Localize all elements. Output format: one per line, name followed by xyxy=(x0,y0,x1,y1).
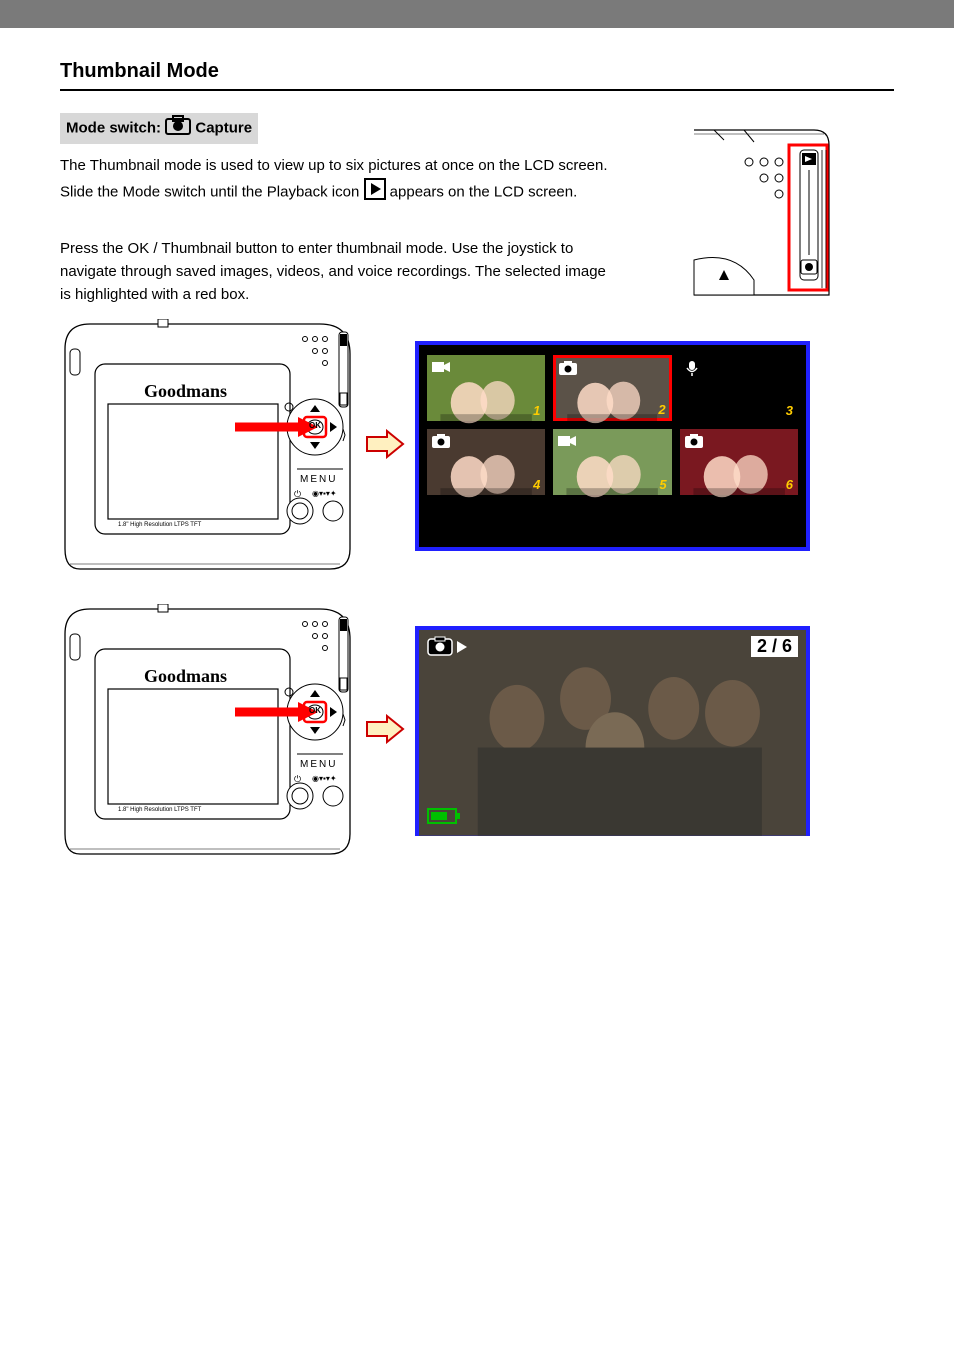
thumbnail-cell: 1 xyxy=(427,355,545,421)
fullscreen-playback: 2 / 6 xyxy=(415,626,810,836)
capture-camera-icon xyxy=(165,115,191,142)
ok-label: OK xyxy=(309,421,321,430)
result-arrow-icon xyxy=(365,429,405,464)
menu-label: MENU xyxy=(300,474,337,485)
thumbnail-screen: 12 3 456 xyxy=(415,341,810,551)
mode-switch-diagram xyxy=(684,120,834,300)
thumbnail-cell: 5 xyxy=(553,429,671,495)
fullscreen-photo-placeholder xyxy=(419,630,806,836)
thumbnail-cell: 6 xyxy=(680,429,798,495)
mode-prefix: Mode switch: xyxy=(66,120,161,137)
camera-back-diagram-2: Goodmans 1.8" High Resolution LTPS TFT O… xyxy=(60,604,355,859)
thumbnail-cell: 2 xyxy=(553,355,671,421)
thumbnail-cell: 4 xyxy=(427,429,545,495)
paragraph-2: Press the OK / Thumbnail button to enter… xyxy=(60,237,620,307)
diagram-row-1: Goodmans 1.8" High Resolution LTPS TFT O… xyxy=(60,319,894,574)
page-title: Thumbnail Mode xyxy=(60,60,894,83)
playback-mode-icon xyxy=(427,636,471,663)
image-counter: 2 / 6 xyxy=(751,636,798,657)
diagram-row-2: Goodmans 1.8" High Resolution LTPS TFT O… xyxy=(60,604,894,859)
battery-icon xyxy=(427,808,457,824)
ok-label: OK xyxy=(309,706,321,715)
thumb-number: 3 xyxy=(786,403,793,418)
paragraph-1: The Thumbnail mode is used to view up to… xyxy=(60,154,620,207)
lcd-spec: 1.8" High Resolution LTPS TFT xyxy=(118,522,201,528)
header-bar xyxy=(0,0,954,28)
para1-b: appears on the LCD screen. xyxy=(390,183,578,200)
menu-label: MENU xyxy=(300,759,337,770)
camera-back-diagram-1: Goodmans 1.8" High Resolution LTPS TFT O… xyxy=(60,319,355,574)
camera-brand: Goodmans xyxy=(144,381,227,402)
title-underline xyxy=(60,89,894,91)
lcd-spec: 1.8" High Resolution LTPS TFT xyxy=(118,807,201,813)
mode-text: Capture xyxy=(195,120,252,137)
camera-brand: Goodmans xyxy=(144,666,227,687)
playback-icon xyxy=(364,178,386,207)
thumbnail-cell: 3 xyxy=(680,355,798,421)
thumb-type-icon xyxy=(685,360,703,374)
result-arrow-icon xyxy=(365,714,405,749)
